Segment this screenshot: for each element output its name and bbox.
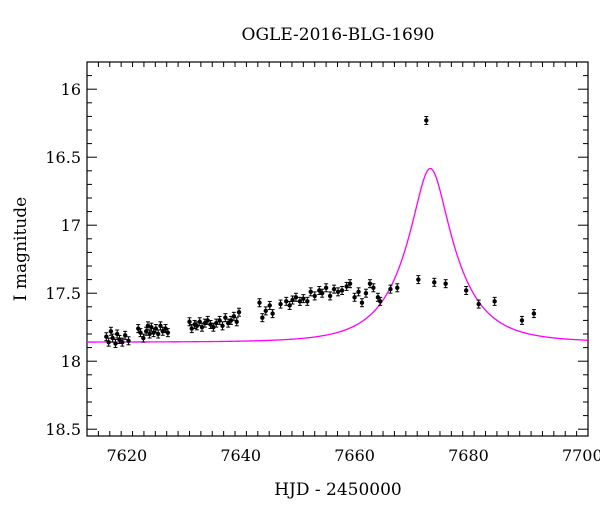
y-tick-label: 17.5 <box>45 284 81 303</box>
data-point <box>126 336 131 346</box>
data-point <box>189 324 194 334</box>
x-tick-label: 7620 <box>106 446 147 465</box>
data-point <box>416 275 421 285</box>
data-point <box>308 287 313 297</box>
data-point <box>297 296 303 306</box>
data-point <box>234 317 239 327</box>
data-point <box>120 337 125 347</box>
data-point <box>463 285 469 295</box>
y-tick-labels: 16 16.5 17 17.5 18 18.5 <box>45 80 81 439</box>
data-point <box>290 295 295 305</box>
data-point <box>284 296 289 306</box>
data-point <box>335 287 341 297</box>
data-point <box>371 283 376 293</box>
y-axis-label: I magnitude <box>11 197 31 301</box>
data-point <box>187 317 192 327</box>
x-tick-label: 7640 <box>220 446 261 465</box>
model-curve <box>87 167 589 343</box>
data-point <box>492 296 497 306</box>
data-point <box>367 279 373 289</box>
data-point <box>199 322 205 332</box>
data-point <box>278 299 283 309</box>
data-point <box>158 321 163 331</box>
data-point <box>312 291 317 301</box>
y-tick-label: 16.5 <box>45 148 81 167</box>
data-point <box>257 298 262 308</box>
data-point <box>220 321 225 331</box>
y-tick-label: 17 <box>61 216 81 235</box>
data-point <box>395 283 400 293</box>
data-point <box>301 294 306 304</box>
data-point <box>165 328 171 338</box>
data-point <box>476 299 481 309</box>
chart-title: OGLE-2016-BLG-1690 <box>242 25 435 45</box>
data-point <box>388 284 393 294</box>
plot-frame <box>86 61 589 437</box>
data-point <box>327 291 333 301</box>
y-tick-label: 16 <box>61 80 81 99</box>
data-point <box>432 277 437 287</box>
data-point <box>356 287 361 297</box>
data-point <box>424 115 429 125</box>
data-point <box>113 339 118 349</box>
data-point <box>377 296 383 306</box>
data-point <box>319 288 325 298</box>
data-point <box>214 318 219 328</box>
data-point <box>270 309 275 319</box>
y-tick-label: 18.5 <box>45 420 81 439</box>
data-point <box>443 279 448 289</box>
data-point <box>287 300 292 310</box>
data-point <box>260 313 265 323</box>
model-layer <box>87 167 589 343</box>
x-axis-label: HJD - 2450000 <box>274 480 402 500</box>
data-point <box>344 281 349 291</box>
data-point <box>163 324 168 334</box>
x-tick-label: 7660 <box>334 446 375 465</box>
data-point <box>519 315 525 325</box>
data-point <box>267 300 272 310</box>
data-point <box>141 333 146 343</box>
x-tick-label: 7700 <box>562 446 600 465</box>
data-point <box>205 315 210 325</box>
data-point <box>104 332 109 342</box>
x-tick-labels: 7620 7640 7660 7680 7700 <box>106 446 600 465</box>
data-points <box>104 115 537 349</box>
data-point <box>223 313 228 323</box>
axis-ticks <box>86 61 589 436</box>
data-point <box>155 329 161 339</box>
data-point <box>263 306 268 316</box>
data-point <box>293 292 299 302</box>
data-point <box>114 329 120 339</box>
data-point <box>106 337 111 347</box>
data-point <box>359 298 365 308</box>
data-point <box>317 285 322 295</box>
y-tick-label: 18 <box>61 352 81 371</box>
data-point <box>236 307 242 317</box>
data-point <box>305 296 310 306</box>
data-point <box>228 315 234 325</box>
data-point <box>323 283 329 293</box>
data-point <box>122 330 128 340</box>
data-point <box>352 292 357 302</box>
data-point <box>331 284 337 294</box>
data-point <box>339 285 345 295</box>
data-point <box>347 279 353 289</box>
data-point <box>363 288 369 298</box>
data-point <box>531 309 537 319</box>
data-point <box>211 322 216 332</box>
x-tick-label: 7680 <box>448 446 489 465</box>
